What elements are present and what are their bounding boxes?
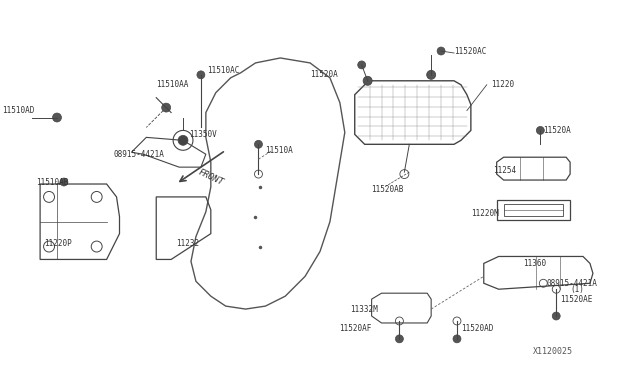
Text: FRONT: FRONT <box>196 167 225 187</box>
Text: 11520AB: 11520AB <box>372 186 404 195</box>
Text: 11220: 11220 <box>491 80 514 89</box>
Text: 11520AF: 11520AF <box>339 324 372 333</box>
Text: 11350V: 11350V <box>189 130 217 139</box>
Text: 11520A: 11520A <box>310 70 338 79</box>
Text: 11332M: 11332M <box>350 305 378 314</box>
Text: 11520AE: 11520AE <box>560 295 593 304</box>
Circle shape <box>453 335 461 343</box>
Text: 11510AD: 11510AD <box>3 106 35 115</box>
Text: 08915-4421A: 08915-4421A <box>113 150 164 159</box>
Circle shape <box>358 61 365 69</box>
Text: 11520AC: 11520AC <box>454 46 486 55</box>
Circle shape <box>536 126 544 134</box>
Text: (1): (1) <box>570 285 584 294</box>
Text: 11254: 11254 <box>493 166 516 174</box>
Text: 11510AC: 11510AC <box>207 66 239 76</box>
Text: 11220P: 11220P <box>44 239 72 248</box>
Bar <box>504 204 563 216</box>
Circle shape <box>396 335 403 343</box>
Text: 11510AA: 11510AA <box>156 80 189 89</box>
Circle shape <box>427 70 436 79</box>
Circle shape <box>162 103 171 112</box>
Text: 11520AD: 11520AD <box>461 324 493 333</box>
Circle shape <box>60 178 68 186</box>
Text: 11510A: 11510A <box>266 146 293 155</box>
Circle shape <box>552 312 560 320</box>
Text: 11232: 11232 <box>176 239 199 248</box>
Text: X1120025: X1120025 <box>533 347 573 356</box>
Circle shape <box>52 113 61 122</box>
Text: 11520A: 11520A <box>543 126 571 135</box>
Text: 08915-4421A: 08915-4421A <box>547 279 597 288</box>
Circle shape <box>363 76 372 85</box>
Circle shape <box>178 135 188 145</box>
Text: 11360: 11360 <box>524 259 547 268</box>
Circle shape <box>255 140 262 148</box>
Circle shape <box>437 47 445 55</box>
Text: 11510AB: 11510AB <box>36 177 68 186</box>
Text: 11220M: 11220M <box>471 209 499 218</box>
Circle shape <box>197 71 205 79</box>
